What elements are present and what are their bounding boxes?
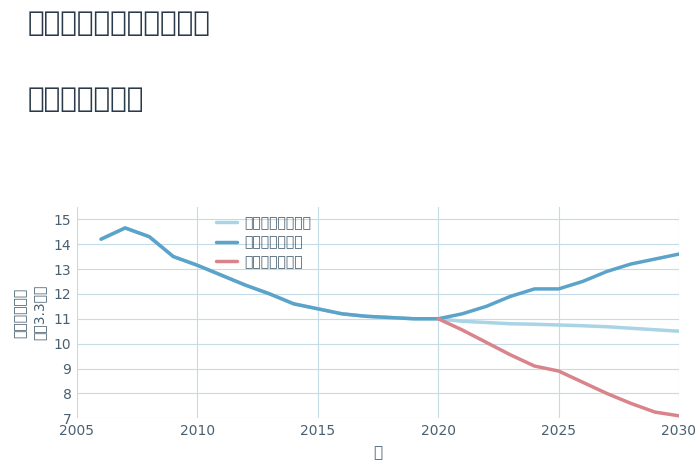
- ノーマルシナリオ: [603, 324, 611, 329]
- グッドシナリオ: [531, 286, 539, 292]
- グッドシナリオ: [121, 225, 130, 231]
- バッドシナリオ: [603, 391, 611, 396]
- グッドシナリオ: [217, 273, 225, 278]
- ノーマルシナリオ: [362, 313, 370, 319]
- ノーマルシナリオ: [241, 282, 250, 288]
- ノーマルシナリオ: [314, 306, 322, 312]
- グッドシナリオ: [482, 304, 491, 309]
- グッドシナリオ: [554, 286, 563, 292]
- ノーマルシナリオ: [290, 301, 298, 306]
- バッドシナリオ: [651, 409, 659, 415]
- ノーマルシナリオ: [651, 327, 659, 333]
- グッドシナリオ: [506, 294, 514, 299]
- グッドシナリオ: [603, 269, 611, 274]
- Line: バッドシナリオ: バッドシナリオ: [438, 319, 679, 416]
- Line: グッドシナリオ: グッドシナリオ: [101, 228, 679, 319]
- グッドシナリオ: [410, 316, 419, 321]
- バッドシナリオ: [626, 400, 635, 406]
- ノーマルシナリオ: [145, 234, 153, 240]
- ノーマルシナリオ: [506, 321, 514, 327]
- Y-axis label: 単価（万円）
坪（3.3㎡）: 単価（万円） 坪（3.3㎡）: [13, 285, 47, 340]
- バッドシナリオ: [578, 379, 587, 385]
- グッドシナリオ: [651, 256, 659, 262]
- バッドシナリオ: [434, 316, 442, 321]
- グッドシナリオ: [337, 311, 346, 317]
- グッドシナリオ: [265, 291, 274, 297]
- X-axis label: 年: 年: [373, 445, 383, 460]
- グッドシナリオ: [675, 251, 683, 257]
- Text: 土地の価格推移: 土地の価格推移: [28, 85, 144, 113]
- ノーマルシナリオ: [410, 316, 419, 321]
- ノーマルシナリオ: [193, 262, 202, 268]
- バッドシナリオ: [554, 368, 563, 374]
- グッドシナリオ: [458, 311, 466, 317]
- バッドシナリオ: [675, 413, 683, 419]
- ノーマルシナリオ: [265, 291, 274, 297]
- ノーマルシナリオ: [434, 316, 442, 321]
- グッドシナリオ: [145, 234, 153, 240]
- グッドシナリオ: [386, 315, 394, 321]
- グッドシナリオ: [434, 316, 442, 321]
- ノーマルシナリオ: [626, 325, 635, 331]
- ノーマルシナリオ: [554, 322, 563, 328]
- ノーマルシナリオ: [217, 273, 225, 278]
- グッドシナリオ: [314, 306, 322, 312]
- グッドシナリオ: [193, 262, 202, 268]
- グッドシナリオ: [578, 279, 587, 284]
- バッドシナリオ: [482, 340, 491, 345]
- バッドシナリオ: [458, 327, 466, 333]
- グッドシナリオ: [97, 236, 105, 242]
- ノーマルシナリオ: [121, 225, 130, 231]
- Text: 三重県津市白山町垣内の: 三重県津市白山町垣内の: [28, 9, 211, 38]
- グッドシナリオ: [362, 313, 370, 319]
- グッドシナリオ: [241, 282, 250, 288]
- ノーマルシナリオ: [482, 320, 491, 325]
- グッドシナリオ: [290, 301, 298, 306]
- バッドシナリオ: [531, 363, 539, 369]
- ノーマルシナリオ: [386, 315, 394, 321]
- Line: ノーマルシナリオ: ノーマルシナリオ: [101, 228, 679, 331]
- ノーマルシナリオ: [531, 321, 539, 327]
- Legend: ノーマルシナリオ, グッドシナリオ, バッドシナリオ: ノーマルシナリオ, グッドシナリオ, バッドシナリオ: [216, 216, 312, 269]
- バッドシナリオ: [506, 352, 514, 358]
- ノーマルシナリオ: [458, 319, 466, 324]
- グッドシナリオ: [626, 261, 635, 267]
- ノーマルシナリオ: [337, 311, 346, 317]
- ノーマルシナリオ: [97, 236, 105, 242]
- ノーマルシナリオ: [578, 323, 587, 329]
- グッドシナリオ: [169, 254, 178, 259]
- ノーマルシナリオ: [169, 254, 178, 259]
- ノーマルシナリオ: [675, 329, 683, 334]
